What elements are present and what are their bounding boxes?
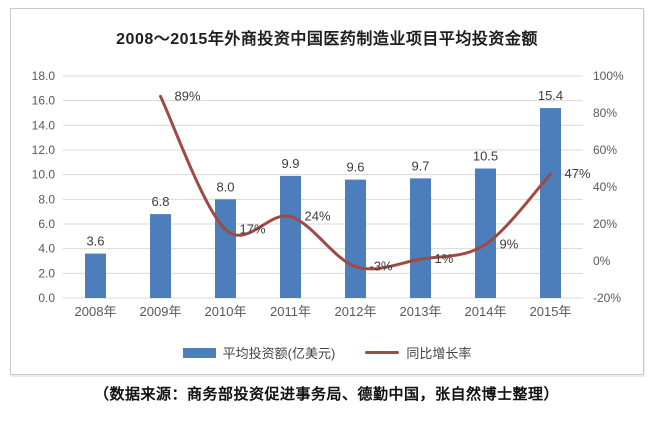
chart-legend: 平均投资额(亿美元) 同比增长率 (11, 343, 643, 362)
left-axis-tick: 6.0 (38, 217, 55, 231)
right-axis-tick: 20% (593, 217, 617, 231)
x-axis-tick: 2013年 (400, 304, 442, 319)
line-label: 89% (175, 88, 201, 103)
right-axis-tick: -20% (593, 291, 621, 305)
bar-swatch-icon (182, 347, 216, 358)
line-label: 1% (435, 251, 454, 266)
growth-rate-line (159, 94, 552, 271)
legend-item-bar-series: 平均投资额(亿美元) (182, 343, 336, 362)
bar-label: 6.8 (151, 194, 169, 209)
legend-label-bar-series: 平均投资额(亿美元) (222, 346, 336, 361)
bar-label: 9.6 (346, 160, 364, 175)
x-axis-tick: 2014年 (465, 304, 507, 319)
bar-label: 9.7 (411, 158, 429, 173)
bar-2009年 (150, 214, 171, 298)
bar-2014年 (475, 168, 496, 298)
left-axis-tick: 2.0 (38, 266, 55, 280)
bar-2008年 (85, 253, 106, 298)
bar-2015年 (540, 108, 561, 298)
right-axis-tick: 40% (593, 180, 617, 194)
x-axis-tick: 2015年 (530, 304, 572, 319)
chart-title: 2008～2015年外商投资中国医药制造业项目平均投资金额 (116, 31, 538, 48)
combo-chart: 18.0 16.0 14.0 12.0 10.0 8.0 6.0 4.0 2.0 0.0 100% 8… (32, 69, 624, 319)
left-axis-tick: 4.0 (38, 242, 55, 256)
left-axis-tick: 16.0 (32, 94, 56, 108)
left-axis-tick: 10.0 (32, 168, 56, 182)
right-axis-tick: 100% (593, 69, 624, 83)
x-axis-tick: 2008年 (75, 304, 117, 319)
chart-card: 2008～2015年外商投资中国医药制造业项目平均投资金额 18.0 16.0 14… (10, 8, 644, 375)
bar-label: 10.5 (473, 149, 498, 164)
right-axis-tick: 60% (593, 143, 617, 157)
left-axis-tick: 14.0 (32, 118, 56, 132)
legend-item-line-series: 同比增长率 (365, 343, 471, 362)
line-label: 47% (565, 166, 591, 181)
bar-label: 15.4 (538, 88, 563, 103)
left-axis-tick: 12.0 (32, 143, 56, 157)
line-label: -3% (370, 259, 394, 274)
left-axis-tick: 18.0 (32, 69, 56, 83)
bar-2013年 (410, 178, 431, 298)
bar-label: 9.9 (281, 156, 299, 171)
bar-2010年 (215, 199, 236, 298)
x-axis-tick: 2011年 (270, 304, 311, 319)
left-axis-tick: 0.0 (38, 291, 55, 305)
bar-2011年 (280, 175, 301, 298)
x-axis-tick: 2012年 (335, 304, 377, 319)
bar-label: 3.6 (86, 234, 104, 249)
line-label: 24% (305, 209, 331, 224)
right-axis-tick: 80% (593, 106, 617, 120)
line-swatch-icon (365, 351, 400, 354)
x-axis-tick: 2010年 (205, 304, 247, 319)
line-label: 17% (240, 222, 266, 237)
right-axis-tick: 0% (593, 254, 611, 268)
legend-label-line-series: 同比增长率 (406, 346, 472, 361)
x-axis-tick: 2009年 (140, 304, 182, 319)
source-note: （数据来源：商务部投资促进事务局、德勤中国，张自然博士整理） (93, 386, 559, 403)
left-axis-tick: 8.0 (38, 192, 55, 206)
bar-2012年 (345, 179, 366, 298)
bar-label: 8.0 (216, 179, 234, 194)
line-label: 9% (500, 236, 519, 251)
